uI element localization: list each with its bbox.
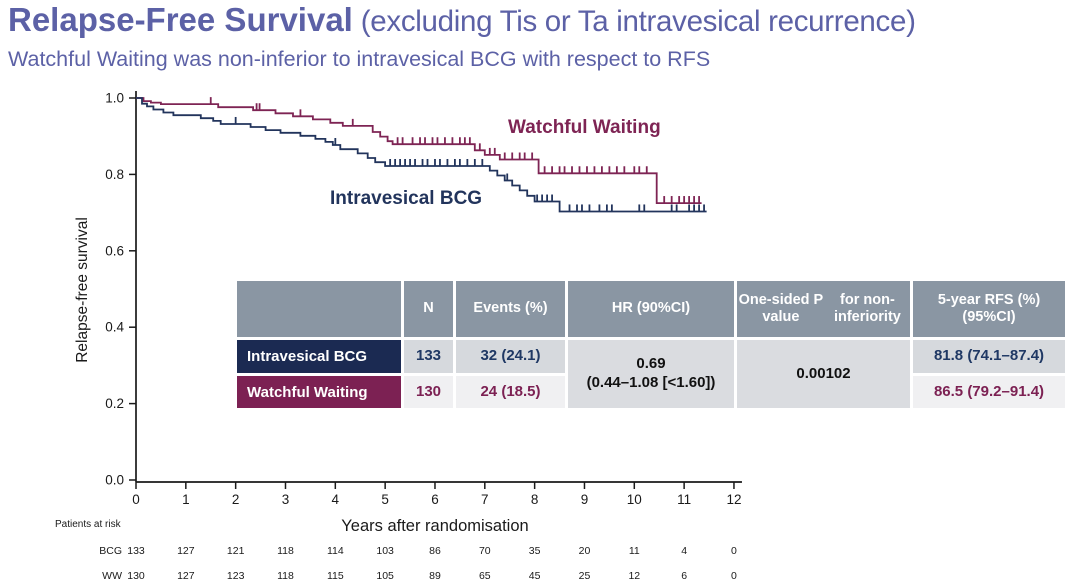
risk-count: 118 (277, 545, 294, 557)
cell-hr-merged: 0.69 (0.44–1.08 [<1.60]) (568, 340, 734, 408)
risk-count: 45 (529, 570, 541, 582)
x-axis-title: Years after randomisation (341, 517, 528, 535)
risk-count: 127 (177, 545, 195, 557)
title-main: Relapse-Free Survival (8, 1, 353, 38)
risk-count: 25 (579, 570, 591, 582)
y-axis-tick-label: 0.2 (105, 396, 124, 411)
risk-count: 0 (731, 545, 737, 557)
risk-count: 65 (479, 570, 491, 582)
y-axis-tick-label: 0.6 (105, 243, 124, 258)
risk-count: 6 (681, 570, 687, 582)
row-label-intravesical-bcg: Intravesical BCG (237, 340, 401, 373)
cell-ww-n: 130 (404, 376, 453, 408)
curve-label-watchful-waiting: Watchful Waiting (508, 117, 661, 138)
y-axis-tick-label: 0.8 (105, 167, 124, 182)
risk-count: 20 (579, 545, 591, 557)
cell-bcg-events: 32 (24.1) (456, 340, 565, 373)
y-axis-tick-label: 0.0 (105, 473, 124, 488)
x-axis-tick-label: 12 (726, 492, 741, 507)
risk-count: 4 (681, 545, 687, 557)
cell-bcg-rfs: 81.8 (74.1–87.4) (913, 340, 1065, 373)
x-axis-tick-label: 5 (381, 492, 389, 507)
y-axis-tick-label: 0.4 (105, 320, 124, 335)
x-axis-tick-label: 7 (481, 492, 489, 507)
row-label-watchful-waiting: Watchful Waiting (237, 376, 401, 408)
risk-count: 114 (327, 545, 344, 557)
cell-pvalue-merged: 0.00102 (737, 340, 910, 408)
x-axis-tick-label: 6 (431, 492, 439, 507)
x-axis-tick-label: 11 (677, 492, 691, 507)
table-header-rfs-line2: (95%CI) (962, 309, 1016, 325)
risk-count: 103 (376, 545, 394, 557)
risk-count: 123 (227, 570, 245, 582)
table-header-hr: HR (90%CI) (568, 281, 734, 337)
x-axis-tick-label: 0 (132, 492, 140, 507)
x-axis-tick-label: 9 (581, 492, 589, 507)
risk-count: 121 (227, 545, 245, 557)
risk-count: 70 (479, 545, 491, 557)
risk-count: 35 (529, 545, 541, 557)
table-header-pvalue-line2: for non-inferiority (833, 291, 901, 325)
risk-count: 133 (127, 545, 145, 557)
table-header-rfs: 5-year RFS (%) (95%CI) (913, 281, 1065, 337)
x-axis-tick-label: 4 (332, 492, 340, 507)
risk-count: 12 (628, 570, 640, 582)
x-axis-tick-label: 1 (182, 492, 190, 507)
km-curve-intravesical-bcg (136, 97, 707, 213)
title-parenthetical: (excluding Tis or Ta intravesical recurr… (352, 5, 916, 38)
table-header-empty (237, 281, 401, 337)
x-axis-tick-label: 10 (627, 492, 642, 507)
x-axis-tick-label: 3 (282, 492, 290, 507)
table-header-pvalue-line1: One-sided P value (738, 291, 824, 325)
risk-count: 105 (376, 570, 394, 582)
page-title: Relapse-Free Survival (excluding Tis or … (8, 1, 916, 38)
km-curve-watchful-waiting (136, 97, 702, 204)
table-header-n: N (404, 281, 453, 337)
hr-ci: (0.44–1.08 [<1.60]) (586, 374, 716, 391)
y-axis-tick-label: 1.0 (105, 91, 124, 106)
risk-count: 115 (327, 570, 344, 582)
risk-count: 11 (629, 545, 640, 557)
results-table: N Events (%) HR (90%CI) One-sided P valu… (237, 281, 1065, 408)
x-axis-tick-label: 8 (531, 492, 539, 507)
subtitle: Watchful Waiting was non-inferior to int… (8, 47, 711, 71)
risk-count: 0 (731, 570, 737, 582)
x-axis-tick-label: 2 (232, 492, 240, 507)
risk-count: 130 (127, 570, 145, 582)
risk-count: 86 (429, 545, 441, 557)
cell-ww-rfs: 86.5 (79.2–91.4) (913, 376, 1065, 408)
table-header-events: Events (%) (456, 281, 565, 337)
risk-count: 89 (429, 570, 441, 582)
y-axis-title: Relapse-free survival (74, 217, 91, 363)
cell-ww-events: 24 (18.5) (456, 376, 565, 408)
risk-count: 127 (177, 570, 195, 582)
risk-row-name: BCG (99, 545, 122, 557)
risk-row-name: WW (102, 570, 122, 582)
cell-bcg-n: 133 (404, 340, 453, 373)
risk-count: 118 (277, 570, 294, 582)
table-header-rfs-line1: 5-year RFS (%) (937, 291, 1041, 308)
table-header-pvalue: One-sided P value for non-inferiority (737, 281, 910, 337)
curve-label-intravesical-bcg: Intravesical BCG (330, 188, 483, 209)
hr-value: 0.69 (636, 355, 666, 373)
patients-at-risk-label: Patients at risk (55, 519, 122, 530)
